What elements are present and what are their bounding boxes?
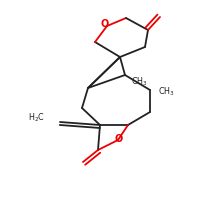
Text: CH$_3$: CH$_3$	[158, 86, 175, 98]
Text: O: O	[115, 134, 123, 144]
Text: O: O	[101, 19, 109, 29]
Text: H$_2$C: H$_2$C	[28, 112, 45, 124]
Text: CH$_3$: CH$_3$	[131, 76, 148, 88]
